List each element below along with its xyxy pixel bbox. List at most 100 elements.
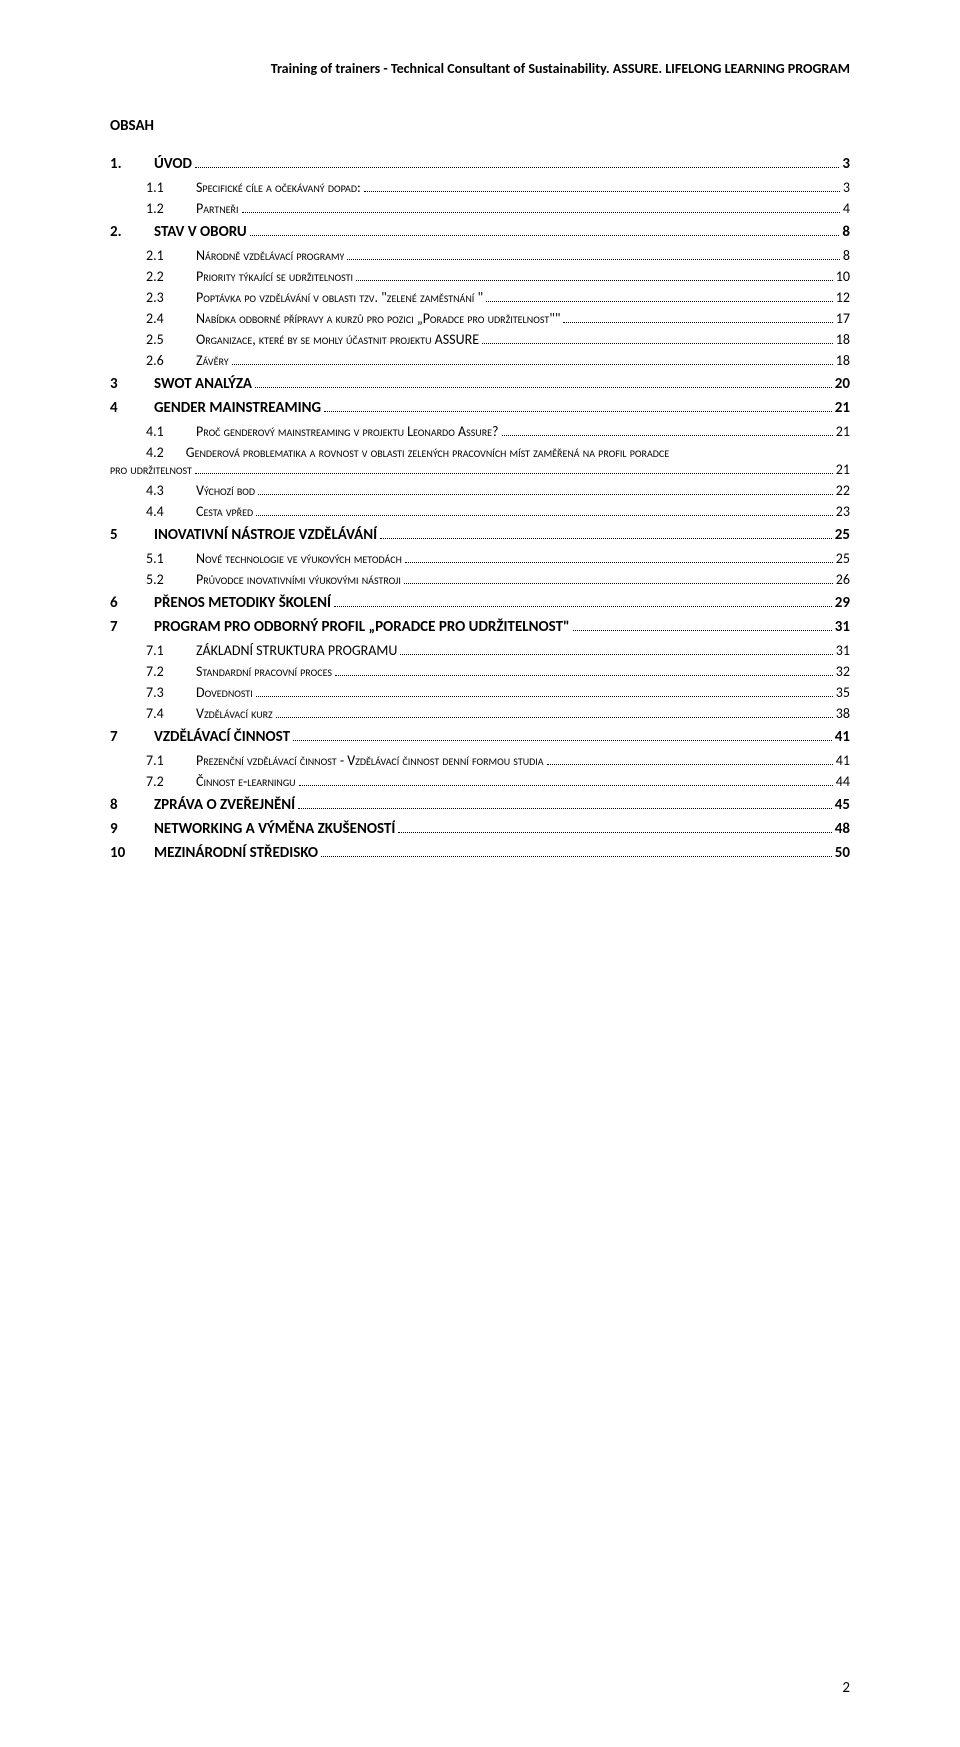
toc-leader: [404, 583, 833, 584]
toc-number: 1.: [110, 155, 132, 173]
toc-entry: 9NETWORKING A VÝMĚNA ZKUŠENOSTÍ48: [110, 820, 850, 838]
toc-page: 48: [835, 820, 850, 838]
toc-entry: 7VZDĚLÁVACÍ ČINNOST41: [110, 728, 850, 746]
toc-label: Priority týkající se udržitelnosti: [196, 268, 353, 285]
toc-leader: [256, 696, 833, 697]
toc-leader: [398, 832, 831, 833]
toc-leader: [299, 785, 833, 786]
toc-entry: 5.2 Průvodce inovativními výukovými nástr…: [110, 571, 850, 588]
toc-page: 29: [835, 594, 850, 612]
toc-leader: [335, 675, 833, 676]
toc-label: Organizace, které by se mohly účastnit p…: [196, 331, 479, 348]
toc-page: 18: [836, 352, 850, 369]
toc-leader: [486, 301, 833, 302]
toc-number: 5: [110, 526, 132, 544]
toc-leader: [276, 717, 833, 718]
toc-page: 25: [836, 550, 850, 567]
toc-number: 2.5: [146, 331, 174, 348]
toc-page: 50: [835, 844, 850, 862]
toc-number: 10: [110, 844, 132, 862]
toc-number: 4: [110, 399, 132, 417]
toc-number: 1.1: [146, 179, 174, 196]
toc-label: STAV V OBORU: [154, 223, 247, 241]
table-of-contents: 1.ÚVOD3 1.1Specifické cíle a očekávaný do…: [110, 149, 850, 868]
toc-number: 2.6: [146, 352, 174, 369]
toc-number: 7.2: [146, 773, 174, 790]
toc-label: PROGRAM PRO ODBORNÝ PROFIL „PORADCE PRO …: [154, 618, 570, 636]
toc-entry: 6 PŘENOS METODIKY ŠKOLENÍ 29: [110, 594, 850, 612]
toc-entry: 2.1Národně vzdělávací programy8: [110, 247, 850, 264]
toc-leader: [258, 494, 833, 495]
toc-entry: 4.1Proč genderový mainstreaming v projek…: [110, 423, 850, 440]
toc-label: ZPRÁVA O ZVEŘEJNĚNÍ: [154, 796, 295, 814]
toc-entry-continuation: pro udržitelnost21: [110, 461, 850, 478]
toc-page: 32: [836, 663, 850, 680]
toc-page: 10: [836, 268, 850, 285]
toc-page: 45: [835, 796, 850, 814]
toc-leader: [482, 343, 833, 344]
page: Training of trainers - Technical Consult…: [0, 0, 960, 1747]
toc-entry: 7.3Dovednosti35: [110, 684, 850, 701]
toc-entry: 1.ÚVOD3: [110, 155, 850, 173]
toc-page: 21: [836, 423, 850, 440]
toc-page: 22: [836, 482, 850, 499]
toc-page: 18: [836, 331, 850, 348]
toc-page: 44: [836, 773, 850, 790]
toc-page: 21: [836, 461, 850, 478]
toc-number: 2.1: [146, 247, 174, 264]
toc-number: 6: [110, 594, 132, 612]
toc-number: 7.4: [146, 705, 174, 722]
toc-entry: 4.4Cesta vpřed23: [110, 503, 850, 520]
toc-number: 7: [110, 618, 132, 636]
toc-entry: 5.1 Nové technologie ve výukových metodác…: [110, 550, 850, 567]
toc-page: 12: [836, 289, 850, 306]
toc-entry: 7.2Činnost e-learningu44: [110, 773, 850, 790]
toc-entry: 5 INOVATIVNÍ NÁSTROJE VZDĚLÁVÁNÍ 25: [110, 526, 850, 544]
toc-label: ZÁKLADNÍ STRUKTURA PROGRAMU: [196, 642, 397, 659]
toc-label: Závěry: [196, 352, 229, 369]
toc-entry: 7.1ZÁKLADNÍ STRUKTURA PROGRAMU31: [110, 642, 850, 659]
toc-label: PŘENOS METODIKY ŠKOLENÍ: [154, 594, 331, 612]
toc-page: 4: [843, 200, 850, 217]
toc-page: 25: [835, 526, 850, 544]
toc-entry: 1.1Specifické cíle a očekávaný dopad:3: [110, 179, 850, 196]
toc-label: Partneři: [196, 200, 239, 217]
toc-number: 4.2: [146, 444, 164, 461]
toc-page: 20: [835, 375, 850, 393]
toc-entry: 4GENDER MAINSTREAMING21: [110, 399, 850, 417]
toc-label: Průvodce inovativními výukovými nástroji: [196, 571, 401, 588]
page-number: 2: [110, 1639, 850, 1697]
toc-entry: 3SWOT ANALÝZA20: [110, 375, 850, 393]
toc-leader: [502, 435, 833, 436]
toc-entry: 2.STAV V OBORU8: [110, 223, 850, 241]
toc-number: 7.3: [146, 684, 174, 701]
toc-entry: 2.6 Závěry 18: [110, 352, 850, 369]
toc-entry: 4.2Genderová problematika a rovnost v ob…: [110, 444, 850, 461]
toc-entry: 2.3Poptávka po vzdělávání v oblasti tzv.…: [110, 289, 850, 306]
toc-label: Cesta vpřed: [196, 503, 253, 520]
toc-number: 7.1: [146, 752, 174, 769]
toc-leader: [255, 387, 832, 388]
toc-label: INOVATIVNÍ NÁSTROJE VZDĚLÁVÁNÍ: [154, 526, 377, 544]
toc-leader: [334, 606, 832, 607]
toc-number: 9: [110, 820, 132, 838]
toc-leader: [321, 856, 832, 857]
toc-number: 2.4: [146, 310, 174, 327]
toc-page: 21: [835, 399, 850, 417]
toc-label: Vzdělávací kurz: [196, 705, 273, 722]
toc-page: 3: [843, 179, 850, 196]
toc-leader: [195, 167, 839, 168]
toc-number: 2.: [110, 223, 132, 241]
toc-page: 31: [836, 642, 850, 659]
toc-entry: 8ZPRÁVA O ZVEŘEJNĚNÍ45: [110, 796, 850, 814]
toc-label: SWOT ANALÝZA: [154, 375, 252, 393]
toc-leader: [298, 808, 832, 809]
toc-number: 5.2: [146, 571, 174, 588]
toc-entry: 2.4Nabídka odborné přípravy a kurzů pro …: [110, 310, 850, 327]
toc-leader: [293, 740, 832, 741]
toc-label: Nové technologie ve výukových metodách: [196, 550, 402, 567]
toc-number: 1.2: [146, 200, 174, 217]
toc-page: 41: [835, 728, 850, 746]
toc-number: 5.1: [146, 550, 174, 567]
toc-leader: [256, 515, 833, 516]
